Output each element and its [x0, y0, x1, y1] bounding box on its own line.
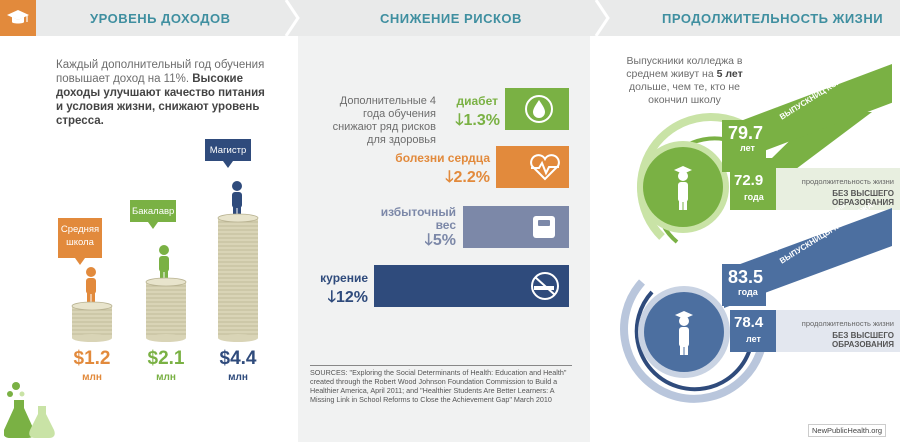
lab-flasks-icon — [4, 382, 55, 438]
risk-value-heart: 🡓2.2% — [445, 169, 490, 186]
ribbon-women-college-value-box — [722, 120, 766, 162]
income-intro-plain: Каждый дополнительный год обучения повыш… — [56, 59, 265, 85]
life-men-college-unit: года — [738, 287, 758, 297]
life-women-college-unit: лет — [740, 143, 755, 153]
header-life: ПРОДОЛЖИТЕЛЬНОСТЬ ЖИЗНИ — [662, 11, 884, 26]
coin-stack-high-school — [71, 267, 113, 342]
income-intro: Каждый дополнительный год обучения повыш… — [56, 58, 266, 128]
unit-bachelor: млн — [156, 372, 176, 383]
ribbon-men-nodegree-value-box — [730, 310, 776, 352]
label-high-school: Средняя школа — [58, 218, 102, 265]
life-men-nodegree-line1: продолжительность жизни — [801, 319, 894, 328]
risk-value-smoking: 🡓12% — [327, 289, 368, 306]
life-men-nodegree-line2: БЕЗ ВЫСШЕГО ОБРАЗОВАНИЯ — [832, 331, 894, 349]
life-women-nodegree-line2: БЕЗ ВЫСШЕГО ОБРАЗОВАНИЯ — [832, 189, 894, 207]
life-women-graphic — [636, 112, 872, 244]
amount-master: $4.4 — [219, 348, 257, 369]
footer-credit[interactable]: NewPublicHealth.org — [808, 424, 887, 437]
life-intro: Выпускники колледжа в среднем живут на 5… — [626, 55, 743, 106]
risk-value-weight: 🡓5% — [424, 232, 456, 249]
risk-name-heart: болезни сердца — [395, 151, 490, 165]
life-women-college-value: 79.7 — [728, 123, 764, 143]
no-smoking-icon — [531, 272, 559, 300]
life-men-nodegree-unit: лет — [746, 334, 761, 344]
sources-text: SOURCES: "Exploring the Social Determina… — [310, 368, 567, 404]
graduation-cap-icon — [7, 10, 29, 24]
coin-stack-bachelor — [145, 245, 187, 342]
ribbon-women-nodegree-value-box — [730, 168, 776, 210]
risk-value-diabetes: 🡓1.3% — [455, 112, 500, 129]
life-women-nodegree-line1: продолжительность жизни — [801, 177, 894, 186]
life-men-college-value: 83.5 — [728, 267, 764, 287]
ribbon-men-college-value-box — [722, 264, 766, 306]
risk-intro: Дополнительные 4 года обучения снижают р… — [332, 95, 436, 146]
heart-pulse-icon — [530, 154, 560, 181]
scale-icon — [533, 216, 555, 238]
risk-name-smoking: курение — [320, 271, 368, 285]
amount-high-school: $1.2 — [73, 348, 111, 369]
life-men-nodegree-value: 78.4 — [734, 314, 764, 331]
sources-divider — [310, 365, 572, 366]
life-men-graphic — [620, 279, 768, 403]
life-women-nodegree-unit: года — [744, 192, 764, 202]
life-women-nodegree-value: 72.9 — [734, 172, 764, 189]
coin-stack-master — [217, 181, 259, 342]
header-risk: СНИЖЕНИЕ РИСКОВ — [380, 11, 522, 26]
label-master: Магистр — [205, 139, 251, 168]
unit-high-school: млн — [82, 372, 102, 383]
header-bar — [0, 0, 900, 36]
label-bachelor: Бакалавр — [130, 200, 176, 229]
amount-bachelor: $2.1 — [147, 348, 185, 369]
unit-master: млн — [228, 372, 248, 383]
income-intro-bold: Высокие доходы улучшают качество питания… — [56, 73, 265, 127]
header-income: УРОВЕНЬ ДОХОДОВ — [90, 11, 231, 26]
risk-name-diabetes: диабет — [456, 94, 498, 108]
drop-icon — [525, 95, 553, 123]
risk-name-weight: избыточный вес — [380, 205, 456, 232]
